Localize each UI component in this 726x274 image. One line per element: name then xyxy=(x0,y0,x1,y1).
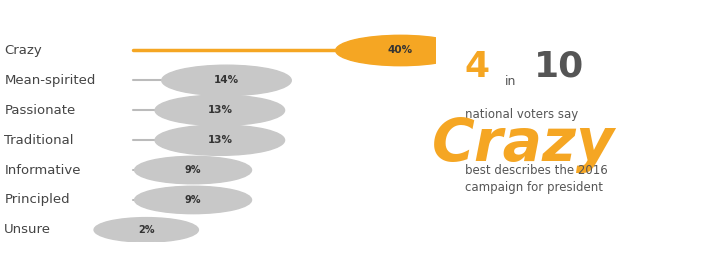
Text: 13%: 13% xyxy=(208,105,232,115)
Text: Mean-spirited: Mean-spirited xyxy=(4,74,96,87)
Ellipse shape xyxy=(155,95,285,125)
Ellipse shape xyxy=(134,156,251,184)
Text: 9%: 9% xyxy=(185,165,201,175)
Text: 4: 4 xyxy=(465,50,490,84)
Text: 9%: 9% xyxy=(185,195,201,205)
Text: best describes the 2016
campaign for president: best describes the 2016 campaign for pre… xyxy=(465,164,608,194)
Text: Unsure: Unsure xyxy=(4,223,52,236)
Text: Source: McClatchy-Marist Poll: Source: McClatchy-Marist Poll xyxy=(7,255,152,265)
Text: national voters say: national voters say xyxy=(465,108,578,121)
Text: 40%: 40% xyxy=(388,45,413,56)
Text: Crazy: Crazy xyxy=(4,44,42,57)
Ellipse shape xyxy=(162,65,291,96)
Text: 13%: 13% xyxy=(208,135,232,145)
Text: Traditional: Traditional xyxy=(4,134,74,147)
Ellipse shape xyxy=(155,125,285,155)
Text: Informative: Informative xyxy=(4,164,81,176)
Text: Passionate: Passionate xyxy=(4,104,76,117)
Ellipse shape xyxy=(134,186,251,214)
Text: 14%: 14% xyxy=(214,75,239,85)
Text: Crazy: Crazy xyxy=(432,116,615,173)
Text: 2015: 2015 xyxy=(694,255,719,265)
Ellipse shape xyxy=(335,35,465,66)
Text: in: in xyxy=(505,75,516,88)
Text: 2%: 2% xyxy=(138,225,155,235)
Text: 10: 10 xyxy=(534,50,584,84)
Ellipse shape xyxy=(94,218,198,242)
Text: Principled: Principled xyxy=(4,193,70,206)
